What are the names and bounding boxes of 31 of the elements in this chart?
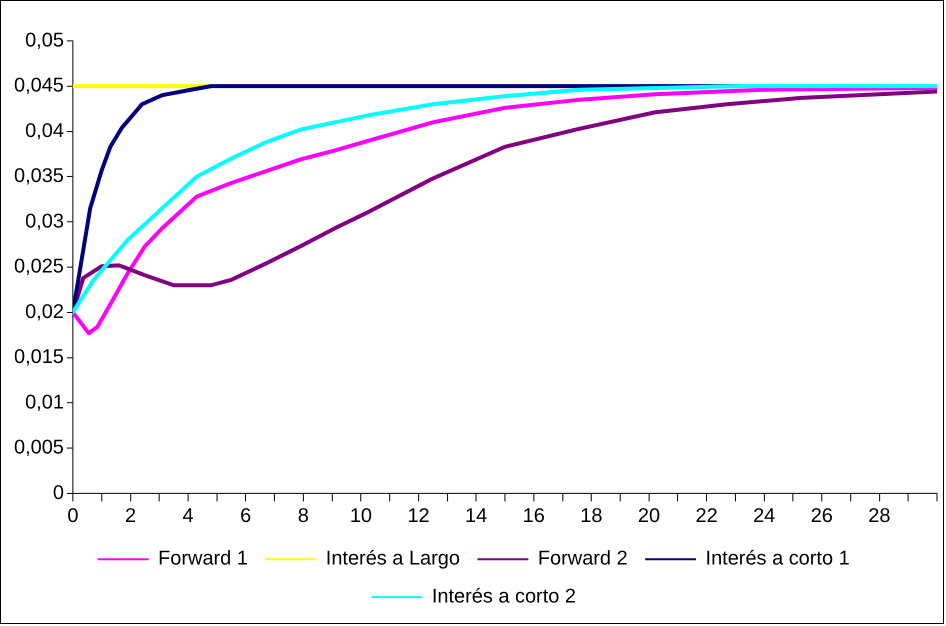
x-tick-label: 24 (753, 504, 776, 527)
y-tick-label: 0,005 (14, 436, 64, 459)
y-tick-label: 0,035 (14, 165, 64, 188)
y-tick-label: 0 (52, 482, 64, 504)
y-tick-label: 0,04 (25, 120, 64, 142)
x-tick-label: 16 (522, 504, 545, 527)
x-tick-label: 28 (868, 504, 891, 527)
y-tick-label: 0,015 (14, 346, 64, 368)
x-tick-label: 20 (638, 504, 660, 527)
legend-label: Interés a corto 2 (432, 586, 576, 608)
y-tick-label: 0,02 (25, 300, 64, 323)
x-tick-label: 26 (810, 504, 833, 527)
x-tick-label: 0 (67, 504, 78, 527)
y-tick-label: 0,025 (14, 256, 64, 278)
legend-label: Forward 2 (538, 548, 628, 570)
legend-label: Forward 1 (158, 548, 248, 570)
legend-label: Interés a Largo (326, 548, 460, 570)
x-tick-label: 6 (240, 504, 252, 527)
y-tick-label: 0,01 (25, 391, 64, 414)
y-tick-label: 0,05 (25, 29, 64, 52)
legend-label: Interés a corto 1 (706, 548, 850, 570)
y-tick-label: 0,03 (25, 210, 64, 232)
x-tick-label: 8 (298, 504, 309, 527)
x-tick-label: 22 (695, 504, 718, 527)
x-tick-label: 4 (182, 504, 194, 527)
x-tick-label: 2 (124, 504, 136, 527)
x-tick-label: 10 (350, 504, 372, 527)
x-tick-label: 18 (580, 504, 602, 527)
x-tick-label: 12 (407, 504, 430, 527)
x-tick-label: 14 (465, 504, 488, 527)
y-tick-label: 0,045 (14, 74, 64, 97)
